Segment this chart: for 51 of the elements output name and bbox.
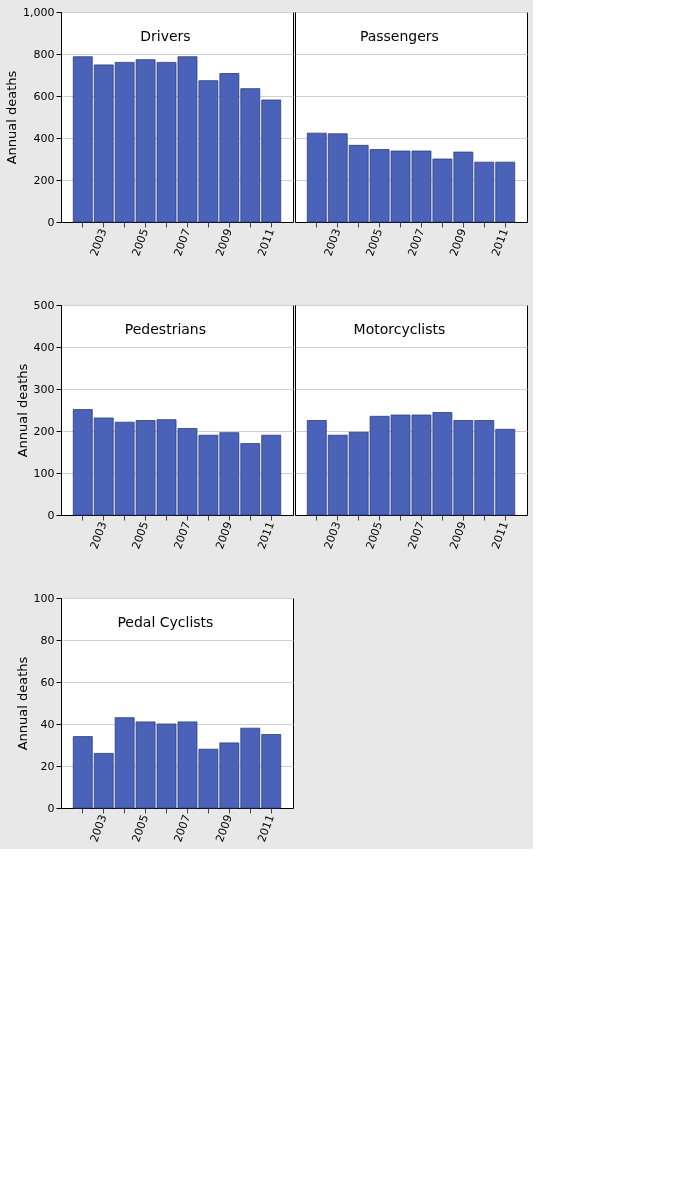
x-tick-label: 2005 bbox=[129, 813, 152, 844]
x-tick-label: 2009 bbox=[213, 227, 235, 258]
y-tick-label: 100 bbox=[33, 591, 55, 605]
y-tick-label: 200 bbox=[33, 424, 55, 438]
x-tick-label: 2003 bbox=[87, 520, 110, 551]
y-tick-label: 300 bbox=[33, 382, 55, 396]
x-tick-label: 2009 bbox=[213, 813, 235, 844]
x-tick-label: 2007 bbox=[171, 227, 194, 258]
y-tick-label: 100 bbox=[33, 466, 55, 480]
y-tick-label: 40 bbox=[40, 717, 55, 731]
x-tick-label: 2007 bbox=[171, 813, 194, 844]
x-tick-label: 2009 bbox=[447, 520, 469, 551]
x-tick-label: 2007 bbox=[171, 520, 194, 551]
x-tick-label: 2005 bbox=[129, 227, 152, 258]
y-tick-label: 60 bbox=[40, 675, 55, 689]
text: Pedal Cyclists bbox=[117, 614, 214, 630]
y-axis-title: Annual deaths bbox=[14, 363, 30, 458]
text: Pedestrians bbox=[124, 321, 207, 337]
x-tick-label: 2007 bbox=[405, 520, 428, 551]
y-tick-label: 20 bbox=[40, 759, 55, 773]
x-tick-label: 2003 bbox=[321, 520, 344, 551]
x-tick-label: 2005 bbox=[363, 227, 386, 258]
y-tick-label: 800 bbox=[33, 47, 55, 61]
y-tick-label: 600 bbox=[33, 89, 55, 103]
y-tick-label: 0 bbox=[47, 508, 55, 522]
x-tick-label: 2007 bbox=[405, 227, 428, 258]
x-tick-label: 2009 bbox=[447, 227, 469, 258]
y-tick-label: 1,000 bbox=[23, 5, 55, 19]
y-tick-label: 400 bbox=[33, 340, 55, 354]
x-tick-label: 2003 bbox=[87, 813, 110, 844]
y-tick-label: 400 bbox=[33, 131, 55, 145]
text: Passengers bbox=[359, 28, 439, 44]
x-tick-label: 2011 bbox=[255, 520, 277, 551]
y-tick-label: 80 bbox=[40, 633, 55, 647]
y-tick-label: 0 bbox=[47, 801, 55, 815]
y-tick-label: 500 bbox=[33, 298, 55, 312]
y-axis-title: Annual deaths bbox=[14, 656, 30, 751]
x-tick-label: 2003 bbox=[87, 227, 110, 258]
x-tick-label: 2003 bbox=[321, 227, 344, 258]
text: Drivers bbox=[140, 28, 191, 44]
x-tick-label: 2005 bbox=[129, 520, 152, 551]
x-tick-label: 2005 bbox=[363, 520, 386, 551]
y-axis-title: Annual deaths bbox=[4, 70, 20, 165]
y-tick-label: 200 bbox=[33, 173, 55, 187]
y-tick-label: 0 bbox=[47, 215, 55, 229]
text: Motorcyclists bbox=[353, 321, 446, 337]
x-tick-label: 2009 bbox=[213, 520, 235, 551]
x-tick-label: 2011 bbox=[255, 813, 277, 844]
x-tick-label: 2011 bbox=[489, 227, 511, 258]
x-tick-label: 2011 bbox=[255, 227, 277, 258]
x-tick-label: 2011 bbox=[489, 520, 511, 551]
